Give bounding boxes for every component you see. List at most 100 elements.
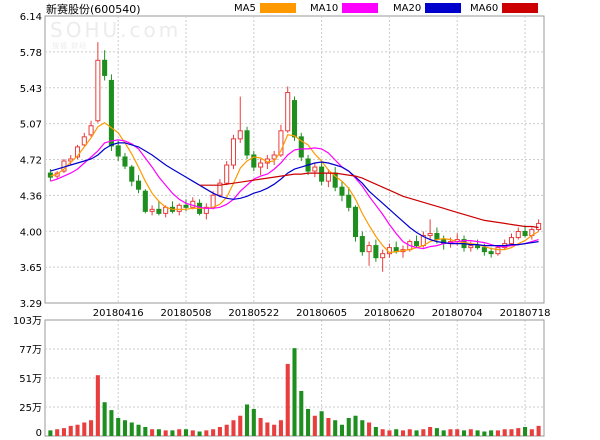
volume-bar bbox=[272, 424, 277, 436]
candle-body bbox=[427, 233, 433, 237]
volume-bar bbox=[265, 422, 270, 436]
candle-body bbox=[339, 186, 345, 196]
volume-bar bbox=[285, 363, 290, 436]
volume-bar bbox=[177, 429, 182, 436]
candle-body bbox=[224, 164, 230, 184]
volume-bar bbox=[197, 431, 202, 436]
volume-bar bbox=[387, 430, 392, 436]
legend-ma10-label: MA10 bbox=[310, 2, 339, 14]
price-tick-label: 6.14 bbox=[20, 12, 42, 23]
volume-bar bbox=[89, 420, 94, 436]
volume-bar bbox=[170, 430, 175, 436]
volume-bar bbox=[55, 429, 60, 436]
candle-body bbox=[237, 130, 243, 140]
price-tick-label: 5.07 bbox=[20, 120, 42, 131]
candle-body bbox=[468, 245, 474, 249]
legend-ma20: MA20 bbox=[393, 2, 462, 14]
volume-bar bbox=[61, 428, 66, 436]
volume-bar bbox=[367, 422, 372, 436]
volume-bar bbox=[475, 430, 480, 436]
candle-body bbox=[108, 79, 114, 147]
x-tick-label: 20180605 bbox=[296, 308, 347, 319]
candle-body bbox=[244, 130, 250, 156]
volume-bar bbox=[299, 390, 304, 436]
volume-bar bbox=[82, 422, 87, 436]
volume-bar bbox=[489, 430, 494, 436]
candle-body bbox=[142, 190, 148, 212]
candle-body bbox=[312, 166, 318, 172]
legend-ma60-swatch bbox=[502, 3, 539, 13]
candle-body bbox=[95, 59, 101, 122]
volume-bar bbox=[407, 429, 412, 436]
candle-body bbox=[258, 162, 264, 168]
volume-bar bbox=[502, 429, 507, 436]
legend-ma20-label: MA20 bbox=[393, 2, 422, 14]
volume-bar bbox=[319, 411, 324, 436]
volume-bar bbox=[116, 417, 121, 436]
volume-bar bbox=[441, 430, 446, 436]
legend-ma60: MA60 bbox=[470, 2, 539, 14]
volume-bar bbox=[122, 420, 128, 436]
volume-tick-label: 77万 bbox=[19, 345, 42, 356]
candle-body bbox=[508, 237, 515, 245]
ma-line-ma5 bbox=[50, 121, 539, 254]
volume-tick-label: 51万 bbox=[19, 374, 42, 385]
volume-bar bbox=[360, 420, 365, 436]
volume-bar bbox=[455, 429, 460, 436]
volume-bar bbox=[434, 428, 439, 436]
volume-bar bbox=[68, 425, 73, 436]
candle-body bbox=[230, 138, 237, 166]
candle-body bbox=[475, 245, 481, 249]
volume-bar bbox=[211, 429, 216, 436]
price-tick-label: 4.00 bbox=[20, 227, 42, 238]
candle-body bbox=[183, 204, 189, 208]
legend-ma5-label: MA5 bbox=[234, 2, 256, 14]
volume-bar bbox=[414, 430, 419, 436]
candle-body bbox=[522, 231, 528, 237]
candle-body bbox=[278, 130, 284, 156]
price-tick-label: 5.43 bbox=[20, 84, 42, 95]
volume-bar bbox=[306, 408, 311, 436]
volume-bar bbox=[224, 424, 229, 436]
volume-bar bbox=[536, 425, 541, 436]
candle-body bbox=[481, 247, 487, 253]
candle-body bbox=[156, 208, 162, 214]
price-tick-label: 5.78 bbox=[20, 48, 42, 59]
ma-line-ma10 bbox=[50, 139, 539, 250]
candle-body bbox=[210, 194, 216, 208]
candle-body bbox=[298, 136, 304, 158]
legend-ma60-label: MA60 bbox=[470, 2, 499, 14]
volume-bar bbox=[217, 426, 222, 436]
candle-body bbox=[203, 206, 209, 214]
volume-bar bbox=[461, 430, 467, 436]
candle-body bbox=[434, 233, 440, 241]
candle-body bbox=[373, 245, 379, 259]
candle-body bbox=[414, 241, 420, 247]
candle-body bbox=[74, 146, 81, 158]
legend-ma10: MA10 bbox=[310, 2, 379, 14]
volume-bar bbox=[312, 415, 317, 436]
volume-bar bbox=[380, 429, 385, 436]
price-tick-label: 3.65 bbox=[20, 263, 42, 274]
candle-body bbox=[251, 154, 257, 168]
watermark-sub: 搜狐 财经 bbox=[52, 42, 88, 50]
legend-ma5-swatch bbox=[259, 3, 296, 13]
candle-body bbox=[115, 145, 121, 157]
volume-bar bbox=[339, 424, 344, 436]
candle-body bbox=[536, 222, 542, 230]
x-tick-label: 20180522 bbox=[228, 308, 279, 319]
candle-body bbox=[380, 253, 386, 259]
volume-bar bbox=[353, 415, 358, 436]
price-tick-label: 4.36 bbox=[20, 191, 42, 202]
volume-bar bbox=[204, 430, 209, 436]
volume-tick-label: 0 bbox=[36, 428, 42, 439]
candle-body bbox=[176, 204, 182, 212]
candle-body bbox=[488, 251, 494, 255]
candle-body bbox=[291, 100, 298, 138]
volume-bar bbox=[129, 422, 134, 436]
x-tick-label: 20180620 bbox=[364, 308, 415, 319]
volume-bar bbox=[278, 420, 283, 436]
volume-bar bbox=[190, 430, 195, 436]
volume-bar bbox=[468, 429, 473, 436]
volume-bar bbox=[258, 417, 263, 436]
